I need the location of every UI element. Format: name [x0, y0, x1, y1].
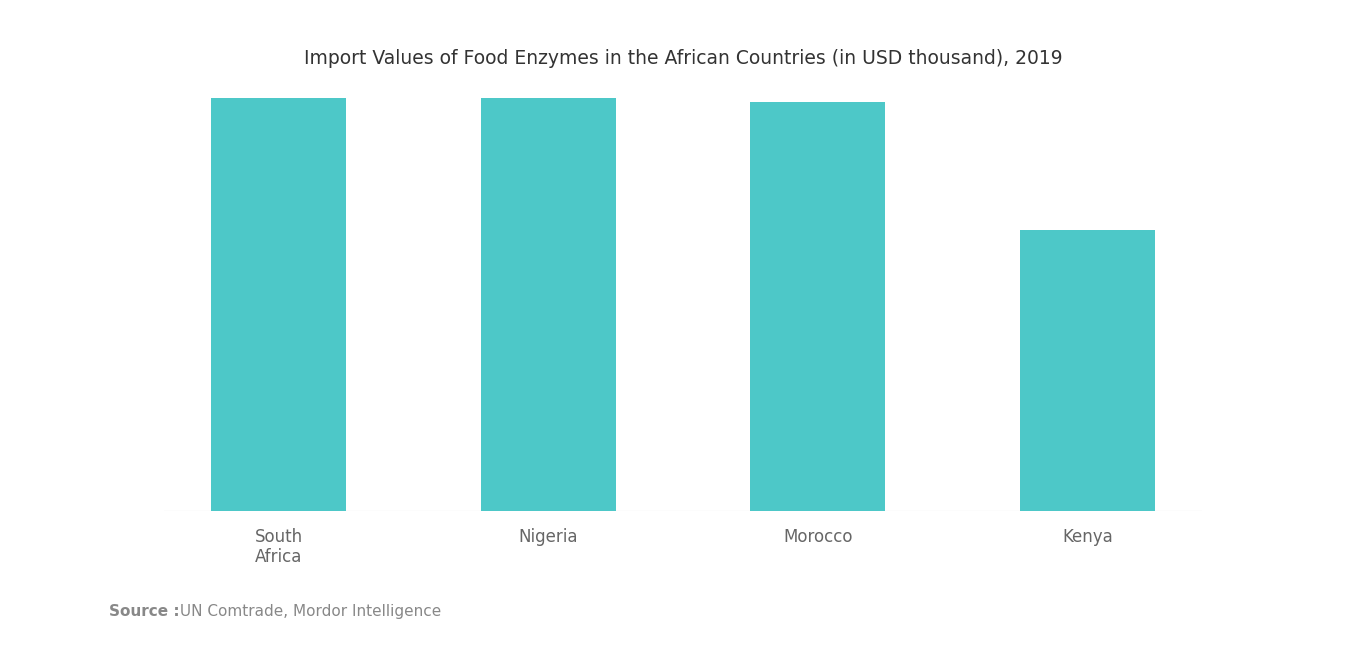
Bar: [750, 102, 885, 511]
Text: UN Comtrade, Mordor Intelligence: UN Comtrade, Mordor Intelligence: [175, 604, 441, 619]
Bar: [481, 98, 616, 511]
Bar: [1020, 230, 1154, 511]
Title: Import Values of Food Enzymes in the African Countries (in USD thousand), 2019: Import Values of Food Enzymes in the Afr…: [303, 49, 1063, 68]
Text: Source :: Source :: [109, 604, 180, 619]
Bar: [212, 98, 346, 511]
